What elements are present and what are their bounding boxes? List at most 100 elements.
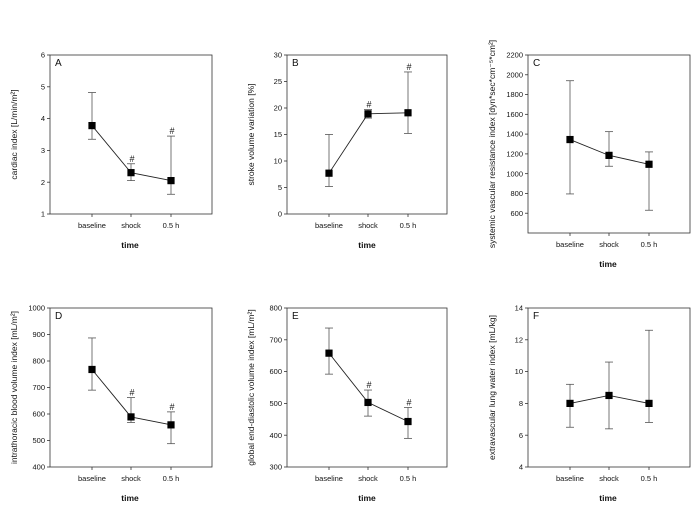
panel-label: F — [533, 311, 539, 322]
x-tick-label: baseline — [78, 221, 106, 230]
x-tick-label: shock — [121, 474, 141, 483]
data-point — [566, 135, 574, 144]
x-tick-label: baseline — [78, 474, 106, 483]
x-tick-label: 0.5 h — [163, 474, 180, 483]
significance-marker: # — [406, 398, 411, 408]
data-point — [325, 349, 333, 357]
data-point — [364, 110, 372, 118]
y-axis-label: global end-diastolic volume index [mL/m²… — [246, 309, 256, 465]
x-tick-label: 0.5 h — [641, 240, 658, 249]
data-point — [404, 417, 412, 426]
series-line — [328, 112, 409, 174]
data-point — [167, 421, 175, 429]
x-tick-label: 0.5 h — [400, 474, 417, 483]
data-point — [566, 399, 574, 407]
panel-label: A — [55, 58, 62, 69]
significance-marker: # — [169, 126, 174, 136]
y-tick-label: 700 — [269, 335, 282, 344]
y-tick-label: 6 — [519, 431, 523, 440]
x-tick-label: baseline — [315, 474, 343, 483]
panel-label: D — [55, 311, 62, 322]
y-tick-label: 5 — [41, 82, 45, 91]
y-tick-label: 400 — [269, 431, 282, 440]
x-tick-label: shock — [358, 474, 378, 483]
x-tick-label: baseline — [556, 474, 584, 483]
y-tick-label: 10 — [274, 157, 282, 166]
significance-marker: # — [366, 100, 371, 110]
y-tick-label: 1600 — [506, 110, 523, 119]
y-tick-label: 1000 — [28, 304, 45, 313]
x-tick-label: baseline — [556, 240, 584, 249]
y-tick-label: 0 — [278, 210, 282, 219]
y-tick-label: 12 — [515, 335, 523, 344]
y-tick-label: 1 — [41, 210, 45, 219]
plot-frame — [49, 54, 213, 215]
x-axis-label: time — [599, 493, 617, 503]
y-tick-label: 4 — [41, 114, 45, 123]
y-tick-label: 500 — [269, 399, 282, 408]
y-tick-label: 300 — [269, 463, 282, 472]
y-tick-label: 500 — [32, 436, 45, 445]
data-point — [404, 109, 412, 117]
x-tick-label: baseline — [315, 221, 343, 230]
x-tick-label: 0.5 h — [400, 221, 417, 230]
y-tick-label: 1800 — [506, 90, 523, 99]
data-point — [645, 399, 653, 407]
panel-a: 1 2 3 4 5 6 baseline shock 0.5 h time cardiac inde… — [9, 51, 213, 250]
y-tick-label: 20 — [274, 104, 282, 113]
data-point — [605, 151, 613, 159]
significance-marker: # — [366, 380, 371, 390]
y-tick-label: 400 — [32, 463, 45, 472]
x-axis-label: time — [358, 240, 376, 250]
panel-b: 0 5 10 15 20 25 30 baseline shock 0.5 h time stroke… — [246, 51, 448, 250]
panel-label: E — [292, 311, 299, 322]
y-tick-label: 2 — [41, 178, 45, 187]
data-point — [605, 391, 613, 400]
y-axis-label: cardiac index [L/min/m²] — [9, 89, 19, 179]
x-axis-label: time — [358, 493, 376, 503]
x-tick-label: 0.5 h — [641, 474, 658, 483]
y-tick-label: 25 — [274, 77, 282, 86]
y-tick-label: 600 — [32, 410, 45, 419]
y-tick-label: 1400 — [506, 130, 523, 139]
x-tick-label: shock — [599, 474, 619, 483]
data-point — [88, 121, 96, 130]
y-tick-label: 700 — [32, 383, 45, 392]
y-axis-label: intrathoracic blood volume index [mL/m²] — [9, 311, 19, 464]
y-tick-label: 2000 — [506, 70, 523, 79]
y-tick-label: 3 — [41, 146, 45, 155]
y-tick-label: 900 — [32, 330, 45, 339]
y-axis-label: stroke volume variation [%] — [246, 83, 256, 185]
y-tick-label: 800 — [269, 304, 282, 313]
panel-label: B — [292, 58, 299, 69]
panel-label: C — [533, 58, 540, 69]
data-point — [167, 177, 175, 185]
y-tick-label: 800 — [510, 189, 523, 198]
data-point — [364, 398, 372, 407]
data-point — [325, 169, 333, 177]
y-tick-label: 1200 — [506, 149, 523, 158]
y-tick-label: 4 — [519, 463, 523, 472]
data-point — [127, 169, 135, 177]
data-point — [645, 160, 653, 168]
x-tick-label: shock — [599, 240, 619, 249]
panel-d: 400 500 600 700 800 900 1000 baseline shock 0.5 h… — [9, 304, 213, 503]
significance-marker: # — [406, 62, 411, 72]
y-tick-label: 30 — [274, 51, 282, 60]
y-tick-label: 1000 — [506, 169, 523, 178]
x-axis-label: time — [599, 259, 617, 269]
significance-marker: # — [169, 402, 174, 412]
panel-f: 4 6 8 10 12 14 baseline shock 0.5 h time extravasc… — [487, 304, 691, 503]
panel-e: 300 400 500 600 700 800 baseline shock 0.5 h time… — [246, 304, 448, 503]
y-tick-label: 600 — [269, 367, 282, 376]
plot-frame — [286, 54, 448, 215]
data-point — [88, 365, 96, 374]
x-axis-label: time — [121, 493, 139, 503]
y-tick-label: 8 — [519, 399, 523, 408]
plot-frame — [286, 307, 448, 468]
x-tick-label: shock — [358, 221, 378, 230]
y-tick-label: 15 — [274, 130, 282, 139]
y-tick-label: 600 — [510, 209, 523, 218]
